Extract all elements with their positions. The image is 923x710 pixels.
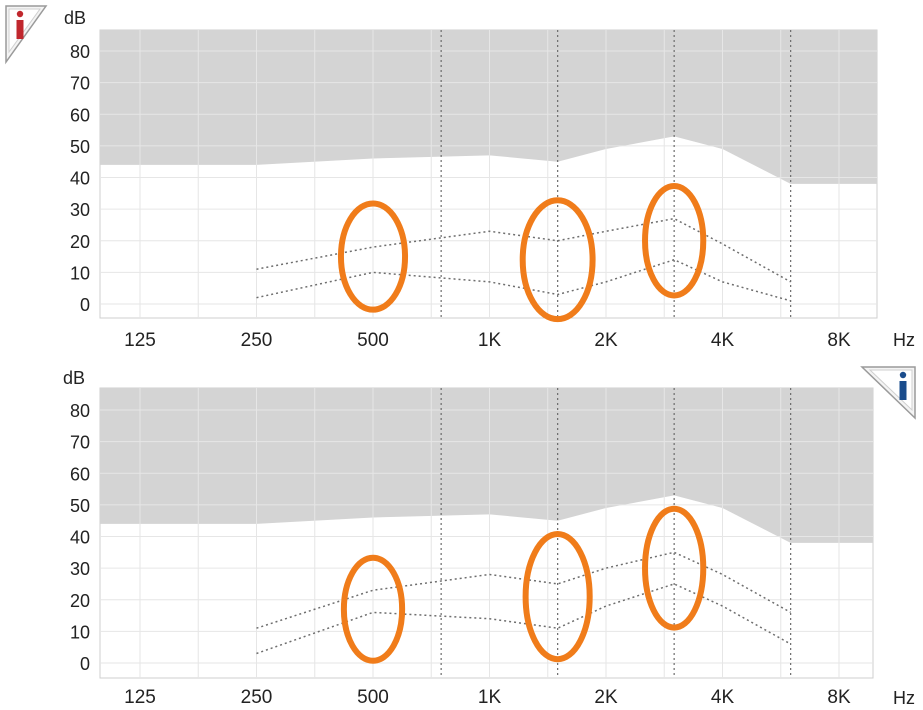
x-tick-label: 4K — [711, 330, 735, 351]
x-tick-label: 2K — [594, 687, 618, 708]
top-audiogram-chart: 80 70 60 50 40 30 20 10 0 125 250 500 1K 2K 4K 8K dB Hz — [5, 5, 915, 351]
y-tick-label: 60 — [70, 464, 90, 484]
x-tick-label: 2K — [594, 330, 618, 351]
x-axis-label: Hz — [893, 330, 915, 350]
y-tick-label: 80 — [70, 401, 90, 421]
highlight-ellipse — [642, 183, 707, 299]
y-tick-label: 20 — [70, 232, 90, 252]
x-tick-label: 500 — [357, 687, 389, 708]
info-icon[interactable] — [5, 5, 48, 65]
x-tick-label: 1K — [478, 687, 502, 708]
info-icon[interactable] — [860, 366, 916, 420]
x-tick-label: 4K — [711, 687, 735, 708]
y-tick-label: 10 — [70, 622, 90, 642]
y-tick-label: 20 — [70, 591, 90, 611]
x-tick-label: 125 — [124, 330, 156, 351]
y-axis-label: dB — [64, 8, 86, 28]
x-tick-label: 1K — [478, 330, 502, 351]
y-tick-label: 70 — [70, 433, 90, 453]
y-tick-label: 10 — [70, 263, 90, 283]
y-tick-label: 60 — [70, 105, 90, 125]
x-tick-label: 250 — [241, 687, 273, 708]
highlight-ellipse — [522, 530, 593, 663]
y-tick-label: 30 — [70, 200, 90, 220]
bottom-audiogram-chart: 80 70 60 50 40 30 20 10 0 125 250 500 1K 2K 4K 8K dB Hz — [63, 366, 916, 708]
y-tick-label: 30 — [70, 559, 90, 579]
threshold-shaded-area — [100, 30, 877, 184]
y-tick-label: 70 — [70, 74, 90, 94]
highlight-ellipse — [340, 554, 406, 664]
x-axis-label: Hz — [893, 688, 915, 708]
series-line-2 — [256, 583, 792, 655]
series-line-2 — [256, 258, 791, 302]
y-tick-label: 40 — [70, 528, 90, 548]
y-tick-label: 80 — [70, 42, 90, 62]
highlight-ellipse — [519, 197, 596, 323]
y-axis-label: dB — [63, 368, 85, 388]
top-audiogram-panel: 80 70 60 50 40 30 20 10 0 125 250 500 1K 2K 4K 8K dB Hz — [5, 5, 915, 351]
x-tick-label: 8K — [827, 330, 851, 351]
y-tick-label: 40 — [70, 169, 90, 189]
x-tick-label: 8K — [827, 687, 851, 708]
highlight-ellipse — [337, 200, 409, 313]
x-tick-label: 250 — [241, 330, 273, 351]
threshold-shaded-area — [100, 388, 873, 543]
x-tick-label: 125 — [124, 687, 156, 708]
y-tick-label: 50 — [70, 137, 90, 157]
y-tick-label: 0 — [80, 295, 90, 315]
highlight-ellipse — [642, 505, 707, 631]
x-tick-label: 500 — [357, 330, 389, 351]
y-tick-label: 0 — [80, 654, 90, 674]
y-tick-label: 50 — [70, 496, 90, 516]
bottom-audiogram-panel: 80 70 60 50 40 30 20 10 0 125 250 500 1K 2K 4K 8K dB Hz — [0, 360, 923, 710]
